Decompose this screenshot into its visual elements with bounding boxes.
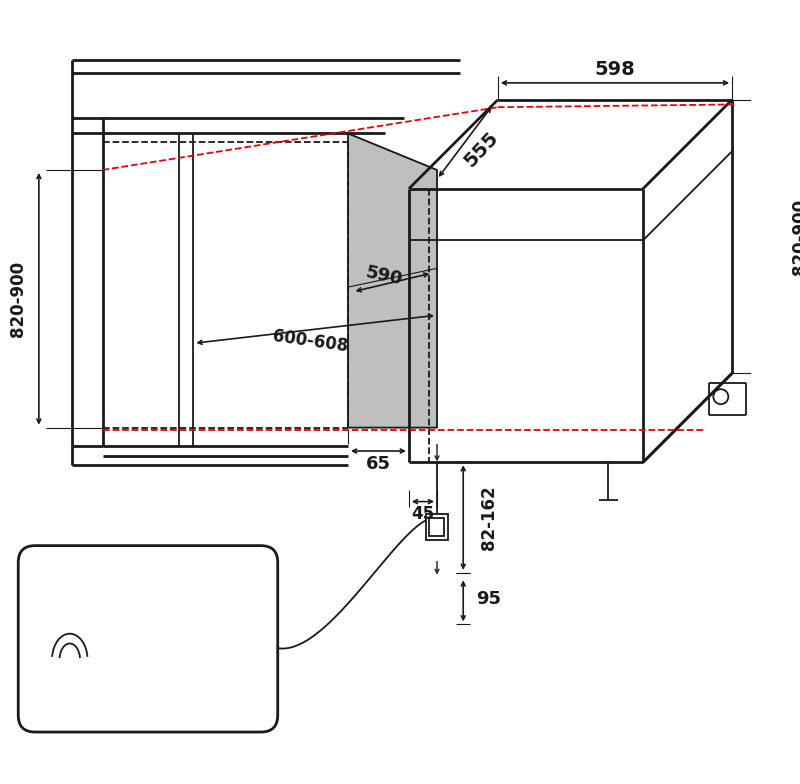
FancyBboxPatch shape bbox=[18, 546, 278, 732]
Text: 590: 590 bbox=[363, 263, 404, 289]
Text: 45: 45 bbox=[411, 505, 434, 523]
Text: 630: 630 bbox=[156, 596, 196, 615]
Text: 82-162: 82-162 bbox=[479, 485, 498, 550]
Text: 555: 555 bbox=[461, 128, 502, 170]
Text: 820-900: 820-900 bbox=[10, 261, 27, 337]
Text: 598: 598 bbox=[594, 60, 635, 79]
Text: 95: 95 bbox=[476, 590, 501, 608]
Bar bbox=[426, 514, 448, 540]
Polygon shape bbox=[348, 133, 437, 427]
Text: 65: 65 bbox=[366, 456, 391, 473]
Text: 600-608: 600-608 bbox=[272, 327, 350, 356]
Bar bbox=[430, 517, 445, 536]
Text: 820-900: 820-900 bbox=[791, 198, 800, 274]
